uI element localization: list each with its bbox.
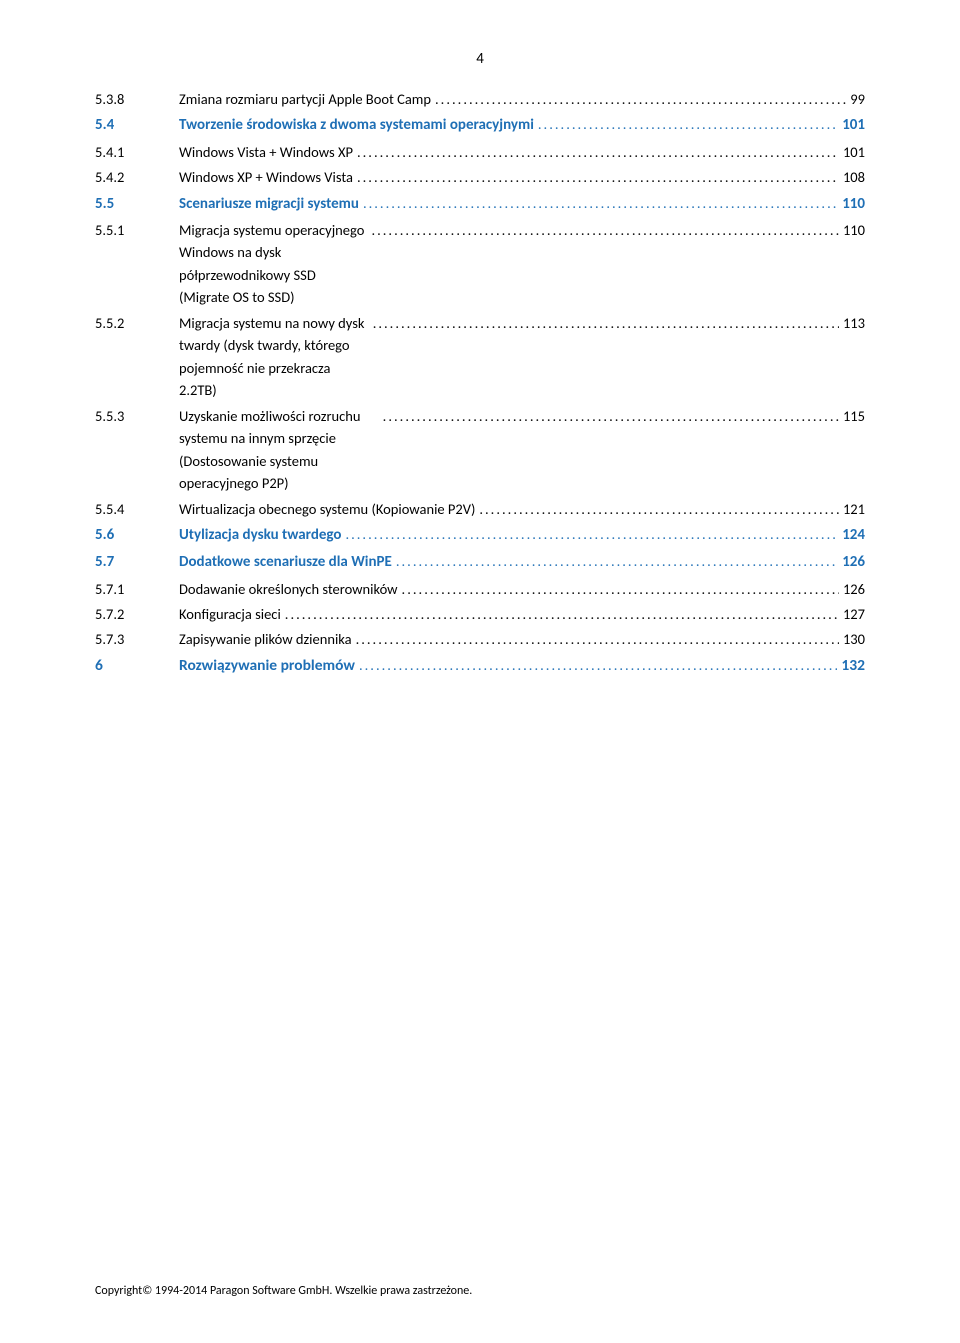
toc-entry-number: 5.4	[95, 114, 179, 137]
toc-entry-number: 5.7.3	[95, 628, 179, 650]
toc-entry-number: 5.7.2	[95, 603, 179, 625]
toc-entry-title: Windows Vista + Windows XP	[179, 141, 353, 163]
toc-entry-page: 126	[843, 578, 865, 600]
toc-entry-number: 5.4.1	[95, 141, 179, 163]
toc-entry[interactable]: 5.5Scenariusze migracji systemu 110	[95, 192, 865, 216]
toc-leader-dots	[396, 550, 838, 572]
toc-entry[interactable]: 5.4.2Windows XP + Windows Vista 108	[95, 166, 865, 188]
toc-entry-page: 110	[843, 219, 865, 241]
toc-leader-dots	[359, 654, 837, 676]
toc-entry-page: 110	[842, 193, 865, 216]
toc-entry[interactable]: 5.4Tworzenie środowiska z dwoma systemam…	[95, 113, 865, 137]
table-of-contents: 5.3.8Zmiana rozmiaru partycji Apple Boot…	[95, 88, 865, 678]
toc-leader-dots	[356, 628, 839, 650]
toc-leader-dots	[383, 405, 839, 427]
toc-entry-number: 5.7.1	[95, 578, 179, 600]
toc-leader-dots	[363, 192, 838, 214]
toc-entry-title: Uzyskanie możliwości rozruchu systemu na…	[179, 405, 379, 495]
toc-leader-dots	[435, 88, 846, 110]
toc-entry-title: Rozwiązywanie problemów	[179, 654, 355, 678]
toc-leader-dots	[357, 141, 839, 163]
toc-entry-title: Konfiguracja sieci	[179, 603, 281, 625]
toc-leader-dots	[373, 312, 839, 334]
toc-entry-page: 115	[843, 405, 865, 427]
toc-leader-dots	[371, 219, 839, 241]
toc-leader-dots	[479, 498, 839, 520]
toc-entry-title: Dodatkowe scenariusze dla WinPE	[179, 551, 392, 574]
toc-entry-number: 5.3.8	[95, 88, 179, 110]
document-page: 4 5.3.8Zmiana rozmiaru partycji Apple Bo…	[0, 0, 960, 1343]
toc-leader-dots	[285, 603, 839, 625]
toc-entry-page: 101	[843, 141, 865, 163]
toc-entry-page: 99	[850, 88, 865, 110]
toc-entry-title: Zmiana rozmiaru partycji Apple Boot Camp	[179, 88, 431, 110]
toc-entry-number: 5.5.4	[95, 498, 179, 520]
toc-entry[interactable]: 5.5.3Uzyskanie możliwości rozruchu syste…	[95, 405, 865, 495]
toc-entry-title: Tworzenie środowiska z dwoma systemami o…	[179, 114, 534, 137]
toc-leader-dots	[538, 113, 838, 135]
toc-entry-page: 124	[842, 524, 865, 547]
toc-entry[interactable]: 5.4.1Windows Vista + Windows XP 101	[95, 141, 865, 163]
toc-entry-number: 5.5.3	[95, 405, 179, 427]
toc-entry-page: 113	[843, 312, 865, 334]
toc-entry-page: 126	[842, 551, 865, 574]
toc-entry[interactable]: 5.7.3Zapisywanie plików dziennika 130	[95, 628, 865, 650]
toc-entry[interactable]: 5.5.2Migracja systemu na nowy dysk tward…	[95, 312, 865, 402]
toc-entry[interactable]: 5.3.8Zmiana rozmiaru partycji Apple Boot…	[95, 88, 865, 110]
toc-entry-number: 6	[95, 654, 179, 678]
toc-entry-title: Utylizacja dysku twardego	[179, 524, 341, 547]
toc-entry-number: 5.5.2	[95, 312, 179, 334]
toc-leader-dots	[357, 166, 839, 188]
toc-entry-title: Wirtualizacja obecnego systemu (Kopiowan…	[179, 498, 475, 520]
footer-copyright: Copyright© 1994-2014 Paragon Software Gm…	[95, 1284, 472, 1298]
toc-entry-page: 127	[843, 603, 865, 625]
toc-entry-page: 132	[841, 654, 865, 678]
toc-entry[interactable]: 5.7.2Konfiguracja sieci 127	[95, 603, 865, 625]
toc-entry-number: 5.5.1	[95, 219, 179, 241]
toc-entry[interactable]: 6Rozwiązywanie problemów 132	[95, 654, 865, 678]
toc-entry[interactable]: 5.7.1Dodawanie określonych sterowników 12…	[95, 578, 865, 600]
toc-entry-page: 108	[843, 166, 865, 188]
toc-entry-number: 5.6	[95, 524, 179, 547]
toc-entry-title: Scenariusze migracji systemu	[179, 193, 359, 216]
toc-entry[interactable]: 5.6Utylizacja dysku twardego 124	[95, 523, 865, 547]
toc-entry-title: Windows XP + Windows Vista	[179, 166, 353, 188]
toc-entry-page: 121	[843, 498, 865, 520]
toc-entry[interactable]: 5.5.4Wirtualizacja obecnego systemu (Kop…	[95, 498, 865, 520]
toc-entry-number: 5.7	[95, 551, 179, 574]
toc-entry-title: Zapisywanie plików dziennika	[179, 628, 352, 650]
toc-entry-page: 130	[843, 628, 865, 650]
toc-leader-dots	[402, 578, 839, 600]
page-number: 4	[95, 50, 865, 68]
toc-entry[interactable]: 5.7Dodatkowe scenariusze dla WinPE 126	[95, 550, 865, 574]
toc-entry[interactable]: 5.5.1Migracja systemu operacyjnego Windo…	[95, 219, 865, 309]
toc-entry-number: 5.4.2	[95, 166, 179, 188]
toc-entry-page: 101	[842, 114, 865, 137]
toc-entry-title: Migracja systemu operacyjnego Windows na…	[179, 219, 367, 309]
toc-entry-title: Migracja systemu na nowy dysk twardy (dy…	[179, 312, 369, 402]
toc-entry-title: Dodawanie określonych sterowników	[179, 578, 398, 600]
toc-leader-dots	[345, 523, 838, 545]
toc-entry-number: 5.5	[95, 193, 179, 216]
